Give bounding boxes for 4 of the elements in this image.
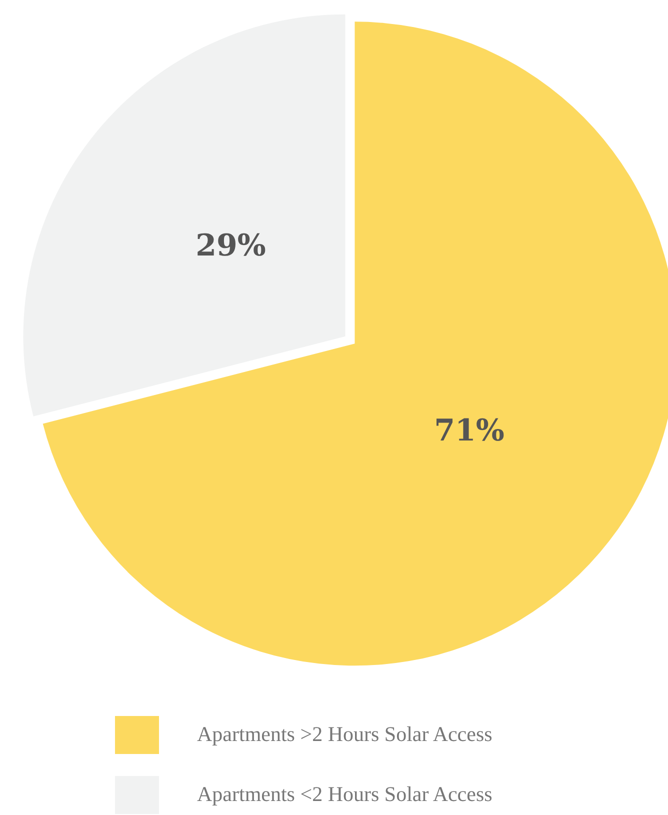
legend-label: Apartments <2 Hours Solar Access — [197, 782, 492, 806]
legend-label: Apartments >2 Hours Solar Access — [197, 722, 492, 746]
data-label: 71% — [434, 413, 504, 448]
data-label: 29% — [196, 228, 266, 264]
